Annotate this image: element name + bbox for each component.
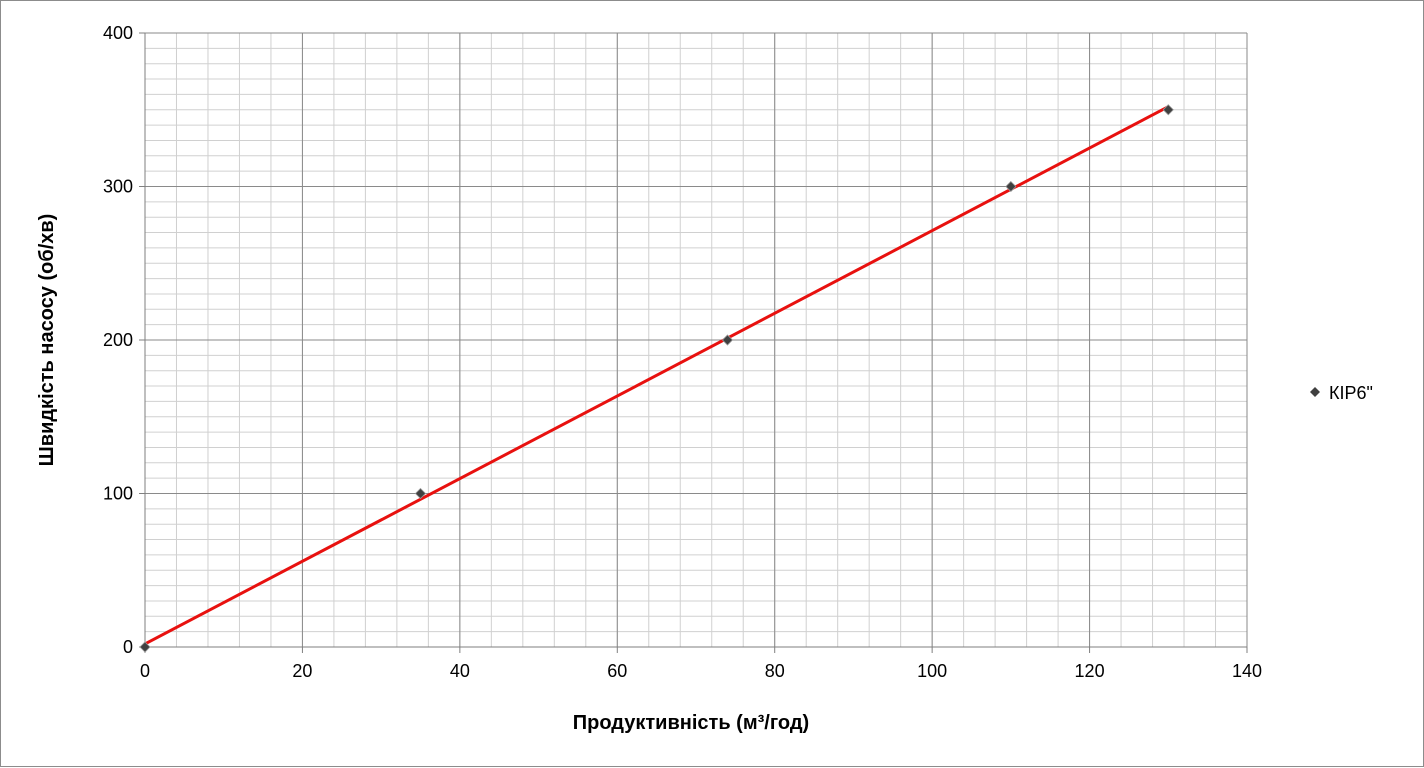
y-tick-label: 200: [103, 330, 133, 350]
legend-label: КІР6": [1329, 383, 1373, 403]
x-axis-title: Продуктивність (м³/год): [573, 712, 809, 734]
major-gridlines: [144, 32, 1248, 648]
x-tick-label: 40: [450, 661, 470, 681]
x-tick-label: 0: [140, 661, 150, 681]
y-tick-label: 400: [103, 23, 133, 43]
data-point: [1162, 104, 1174, 116]
axes: [139, 32, 1248, 653]
data-point: [414, 487, 427, 500]
x-tick-label: 140: [1232, 661, 1262, 681]
data-point: [1005, 180, 1017, 193]
y-tick-label: 100: [103, 484, 133, 504]
y-tick-label: 300: [103, 177, 133, 197]
data-point: [721, 334, 734, 346]
trendline: [143, 105, 1170, 646]
data-points: [139, 104, 1174, 653]
legend[interactable]: КІР6": [1310, 383, 1373, 403]
x-tick-label: 120: [1075, 661, 1105, 681]
legend-diamond-icon: [1310, 387, 1320, 397]
y-tick-label: 0: [123, 637, 133, 657]
x-tick-label: 100: [917, 661, 947, 681]
trendline-group: [143, 105, 1170, 646]
y-tick-labels: 0 100 200 300 400: [103, 23, 133, 657]
x-tick-label: 80: [765, 661, 785, 681]
x-tick-label: 20: [292, 661, 312, 681]
x-tick-label: 60: [607, 661, 627, 681]
data-point: [139, 641, 151, 653]
x-tick-labels: 0 20 40 60 80 100 120 140: [140, 661, 1262, 681]
y-axis-title: Швидкість насосу (об/хв): [36, 214, 58, 467]
